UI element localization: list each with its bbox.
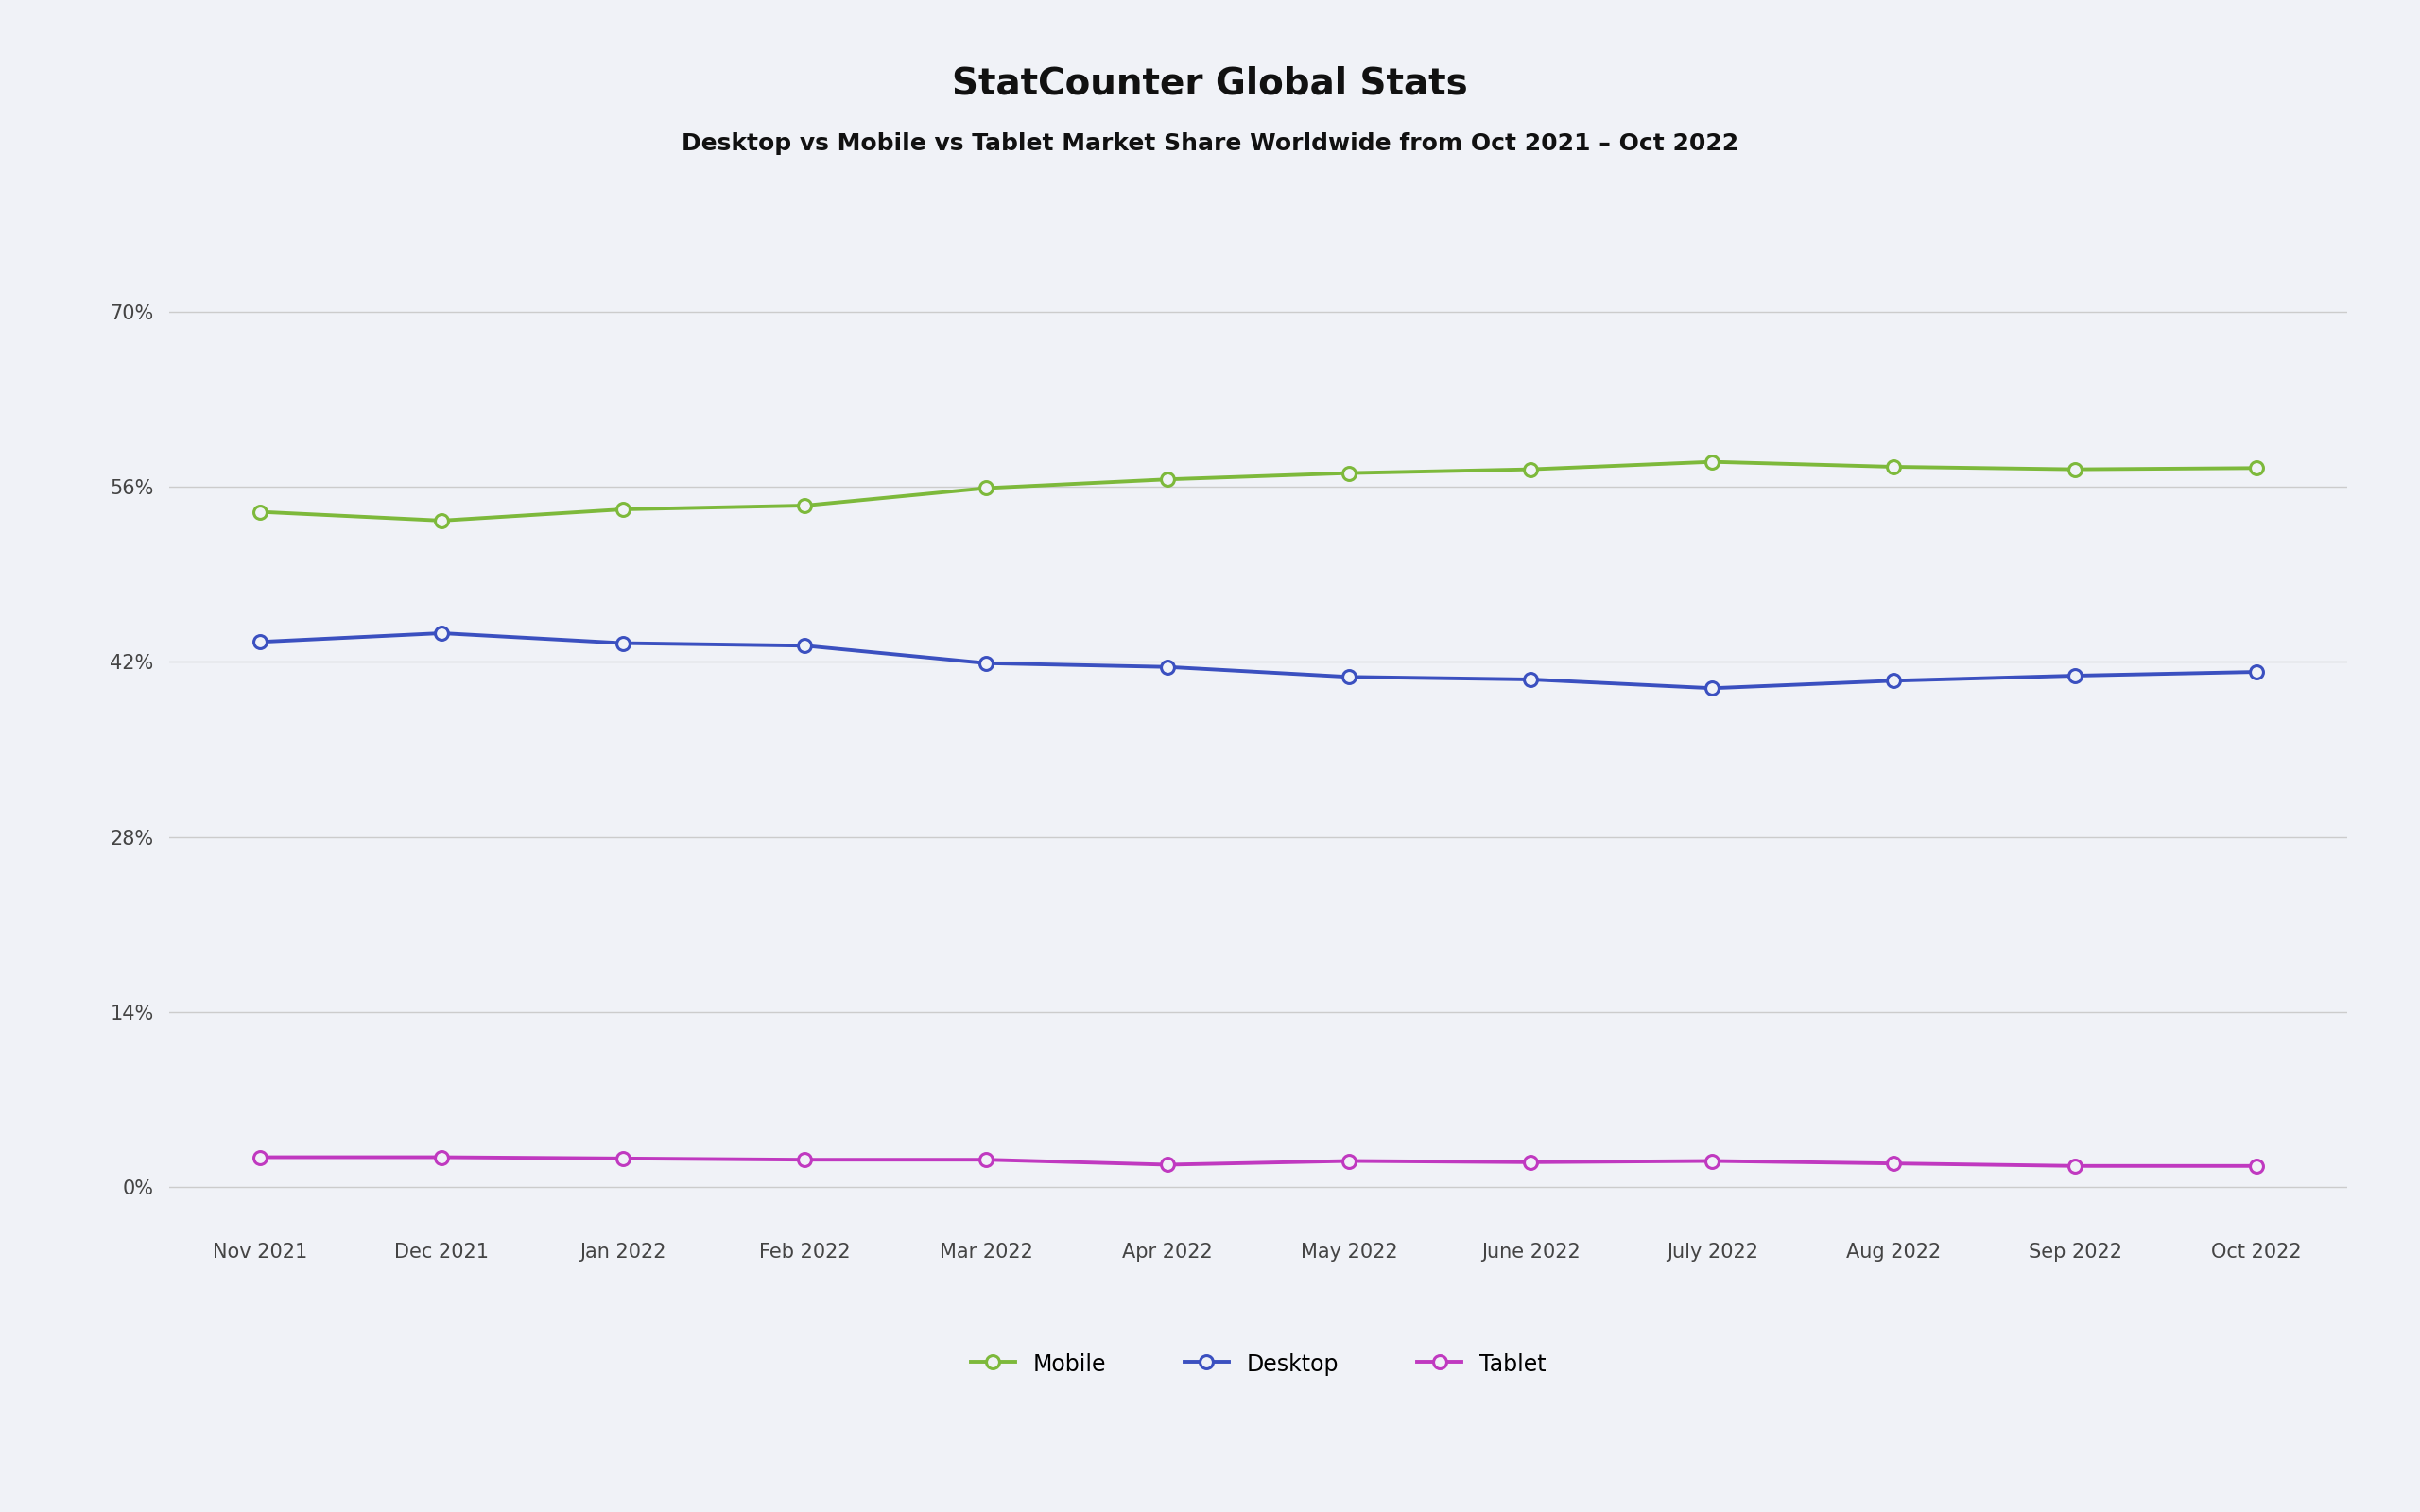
Tablet [610,1149,639,1167]
Desktop [610,634,639,652]
Tablet [973,1151,1002,1169]
Text: Desktop vs Mobile vs Tablet Market Share Worldwide from Oct 2021 – Oct 2022: Desktop vs Mobile vs Tablet Market Share… [682,133,1738,156]
Desktop [2241,662,2270,680]
Tablet [247,1148,276,1166]
Desktop [247,634,276,652]
Mobile [428,511,457,529]
Mobile [2241,460,2270,478]
Desktop [2059,667,2088,685]
Line: Tablet: Tablet [254,1151,2263,1172]
Mobile [2059,460,2088,478]
Mobile [789,496,818,514]
Desktop [1336,668,1365,686]
Tablet [1154,1155,1183,1173]
Tablet [1880,1154,1909,1172]
Tablet [428,1148,457,1166]
Tablet [2241,1157,2270,1175]
Mobile [973,479,1002,497]
Mobile [1336,464,1365,482]
Legend: Mobile, Desktop, Tablet: Mobile, Desktop, Tablet [970,1352,1546,1376]
Mobile [247,503,276,522]
Tablet [2059,1157,2088,1175]
Tablet [1336,1152,1365,1170]
Mobile [1515,460,1546,478]
Desktop [973,655,1002,673]
Desktop [1154,658,1183,676]
Desktop [1699,679,1728,697]
Mobile [1880,458,1909,476]
Desktop [1880,671,1909,689]
Desktop [428,624,457,643]
Mobile [1154,470,1183,488]
Mobile [610,500,639,519]
Tablet [1699,1152,1728,1170]
Tablet [789,1151,818,1169]
Desktop [1515,670,1546,688]
Desktop [789,637,818,655]
Text: StatCounter Global Stats: StatCounter Global Stats [951,65,1469,101]
Tablet [1515,1154,1546,1172]
Line: Desktop: Desktop [254,626,2263,694]
Line: Mobile: Mobile [254,455,2263,528]
Mobile [1699,452,1728,470]
